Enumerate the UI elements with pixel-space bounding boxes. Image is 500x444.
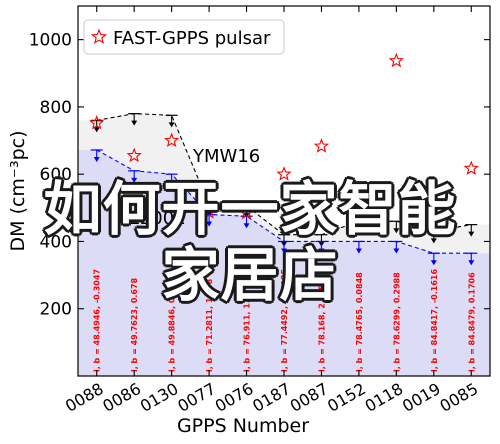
ne2001-band (78, 149, 490, 376)
ymw16-arrow-head (355, 228, 362, 234)
pulsar-star (313, 138, 330, 153)
coordinate-label: l, b = 77.4492, -0.5085 (280, 269, 289, 372)
x-tick-label: 0187 (249, 379, 294, 416)
legend-star (90, 28, 108, 44)
legend: FAST-GPPS pulsar (83, 19, 285, 55)
x-tick-label: 0130 (137, 379, 182, 416)
coordinate-label: l, b = 78.168, 2.1?53 (317, 279, 326, 372)
x-tick-label: 0086 (99, 379, 144, 416)
coordinate-label: l, b = 78.6299, 0.2988 (392, 272, 401, 372)
pulsar-star (201, 204, 217, 219)
ne2001-arrow-head (168, 181, 175, 187)
x-tick-label: 0076 (212, 379, 257, 416)
ne2001-arrow-head (468, 260, 475, 266)
y-tick-label: 600 (40, 165, 72, 185)
y-tick-label: 200 (40, 300, 72, 320)
coordinate-label: l, b = 84.8479, 0.1706 (467, 272, 476, 372)
x-tick-label: 0019 (399, 379, 444, 416)
legend-star-icon (90, 28, 108, 44)
x-tick-label: 0077 (174, 379, 219, 416)
ne2001-arrow-head (393, 248, 400, 254)
ymw16-arrow-head (168, 122, 175, 128)
x-axis-label: GPPS Number (177, 415, 309, 437)
ymw16-arrow-head (430, 238, 437, 244)
coordinate-label: l, b = 71.2811, 1.?38 (205, 278, 214, 372)
coordinate-label: l, b = 76.911, 1.0? (243, 290, 252, 372)
y-axis-label: DM (cm⁻³pc) (7, 131, 29, 252)
x-tick-label: 0085 (437, 379, 482, 416)
pulsar-points (89, 52, 479, 220)
x-tick-label: 0088 (62, 379, 107, 416)
x-tick-label: 0118 (362, 379, 407, 416)
x-tick-label: 0152 (324, 379, 369, 416)
ne2001-arrow-head (355, 248, 362, 254)
ne2001-arrow-head (318, 248, 325, 254)
ne2001-arrow-head (281, 248, 287, 254)
pulsar-star (238, 204, 255, 220)
y-tick-label: 800 (40, 98, 72, 118)
ne2001-arrow-head (93, 156, 100, 162)
y-tick-label: 1000 (29, 31, 72, 51)
ymw16-arrow-head (468, 231, 475, 237)
ne2001-label: NE2001 (115, 208, 186, 229)
pulsar-star (388, 52, 404, 68)
ymw16-line (96, 113, 472, 236)
pulsar-star (89, 115, 105, 130)
ne2001-arrow-head (430, 260, 437, 266)
pulsar-star (126, 147, 142, 163)
coordinate-label: l, b = 78.4765, 0.0848 (355, 272, 364, 372)
ymw16-arrow-head (393, 228, 400, 234)
pulsar-star (164, 132, 180, 148)
pulsar-star (463, 160, 479, 175)
coordinate-labels: l, b = 48.4946, -0.3047 l, b = 49.7623, 0… (93, 269, 477, 372)
ne2001-arrow-head (243, 223, 250, 229)
coordinate-label: l, b = 49.7623, 0.678 (130, 277, 139, 372)
coordinate-label: l, b = 84.8417, -0.1616 (430, 269, 439, 372)
y-axis: 200 400 600 800 1000 (29, 31, 490, 320)
pulsar-star (276, 166, 292, 181)
ymw16-arrow-head (131, 120, 138, 126)
x-tick-label: 0087 (287, 379, 332, 416)
y-tick-label: 400 (40, 232, 72, 252)
pulsar-star (351, 203, 367, 218)
ne2001-arrow-head (206, 221, 213, 227)
coordinate-label: l, b = 48.4946, -0.3047 (93, 269, 102, 372)
model-labels: YMW16 NE2001 (115, 146, 260, 229)
ne2001-arrow-head (131, 177, 138, 183)
ymw16-label: YMW16 (192, 146, 260, 167)
legend-label: FAST-GPPS pulsar (113, 28, 271, 49)
coordinate-label: l, b = 49.8846, 0.8? (168, 284, 177, 372)
legend-box (83, 19, 285, 55)
ymw16-arrow-head (93, 127, 100, 133)
